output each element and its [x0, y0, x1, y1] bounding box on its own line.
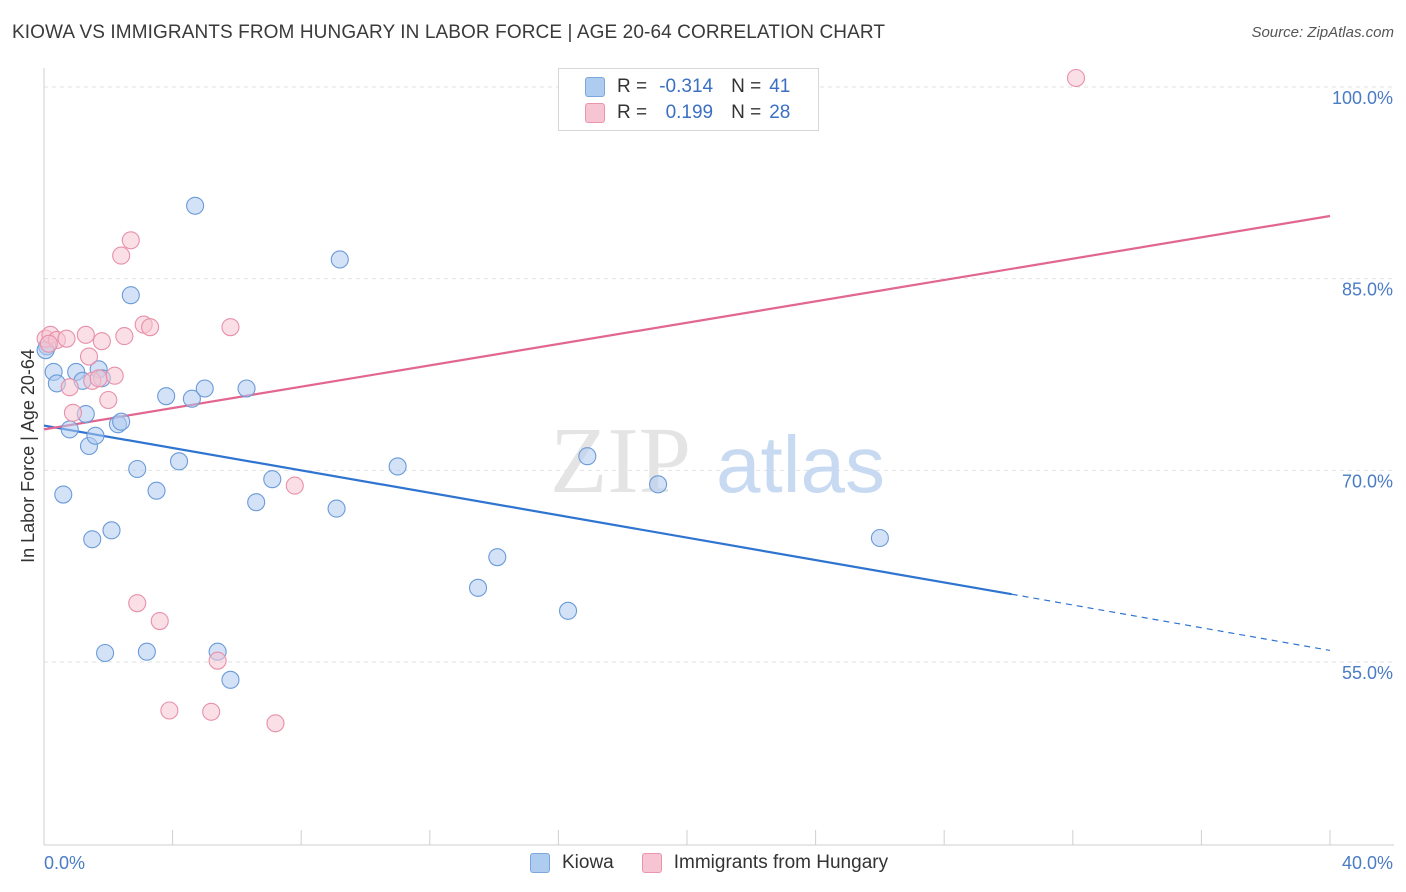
point-hungary [121, 231, 140, 250]
series-legend: Kiowa Immigrants from Hungary [530, 852, 916, 874]
legend-n-label: N = [731, 102, 762, 123]
trendline-extension-0 [1011, 593, 1331, 652]
point-hungary [208, 651, 227, 670]
x-tick-label-max: 40.0% [1342, 853, 1393, 873]
point-hungary [150, 612, 169, 631]
point-kiowa [558, 601, 578, 620]
point-hungary [76, 325, 95, 344]
y-tick-labels: 55.0% 70.0% 85.0% 100.0% [1332, 88, 1393, 683]
point-hungary [115, 327, 134, 346]
chart-title: KIOWA VS IMMIGRANTS FROM HUNGARY IN LABO… [12, 22, 886, 43]
point-hungary [221, 318, 240, 337]
x-ticks [172, 830, 1331, 845]
series-swatch-kiowa [530, 853, 550, 873]
point-kiowa [263, 470, 282, 489]
point-hungary [202, 702, 221, 721]
watermark: ZIP atlas [550, 409, 885, 513]
point-hungary [160, 701, 179, 720]
point-hungary [99, 390, 118, 410]
series-label-hungary: Immigrants from Hungary [673, 852, 889, 873]
legend-n-label: N = [731, 76, 762, 97]
point-kiowa [137, 642, 156, 661]
point-hungary [89, 369, 108, 388]
point-kiowa [388, 457, 407, 476]
y-tick-label: 100.0% [1332, 88, 1393, 108]
x-tick-label-min: 0.0% [44, 853, 85, 873]
point-kiowa [186, 196, 205, 215]
legend-row-kiowa: R = -0.314 N = 41 [585, 75, 790, 99]
point-kiowa [128, 459, 147, 479]
point-hungary [63, 403, 82, 422]
watermark-zip: ZIP [550, 409, 691, 513]
data-points [36, 68, 1086, 733]
point-kiowa [112, 412, 131, 431]
point-hungary [105, 366, 124, 385]
point-kiowa [157, 387, 176, 406]
point-hungary [112, 246, 131, 265]
legend-r-value: -0.314 [659, 76, 714, 97]
point-kiowa [54, 485, 73, 504]
point-kiowa [330, 250, 349, 269]
point-kiowa [60, 420, 79, 439]
point-kiowa [578, 447, 597, 466]
point-kiowa [83, 530, 102, 549]
y-tick-label: 70.0% [1342, 471, 1393, 491]
point-hungary [128, 594, 147, 613]
legend-n-value: 28 [769, 102, 791, 123]
series-label-kiowa: Kiowa [562, 852, 614, 873]
point-kiowa [96, 643, 115, 663]
gridlines [44, 86, 1394, 663]
legend-r-value: 0.199 [665, 102, 714, 123]
point-hungary [79, 347, 99, 366]
point-kiowa [468, 578, 488, 597]
stats-legend: R = -0.314 N = 41 R = 0.199 N = 28 [558, 68, 819, 131]
point-hungary [266, 714, 285, 733]
y-tick-label: 85.0% [1342, 280, 1393, 300]
point-kiowa [327, 499, 346, 518]
source-label: Source: ZipAtlas.com [1251, 24, 1394, 41]
point-hungary [141, 318, 160, 337]
point-kiowa [182, 389, 201, 408]
legend-n-value: 41 [769, 76, 791, 97]
axes [43, 68, 1394, 846]
legend-swatch-hungary [585, 103, 605, 123]
point-kiowa [169, 452, 189, 471]
watermark-atlas: atlas [716, 420, 885, 509]
trendline-0 [43, 424, 1012, 596]
point-hungary [39, 334, 58, 353]
trendlines [43, 214, 1331, 652]
point-kiowa [147, 481, 166, 500]
legend-swatch-kiowa [585, 77, 605, 97]
legend-r-label: R = [617, 76, 648, 97]
point-kiowa [247, 493, 266, 512]
point-hungary [1066, 68, 1086, 88]
series-swatch-hungary [641, 853, 662, 873]
point-hungary [57, 329, 76, 348]
trendline-1 [43, 214, 1331, 431]
legend-row-hungary: R = 0.199 N = 28 [585, 101, 790, 125]
series-legend-hungary[interactable]: Immigrants from Hungary [641, 852, 889, 874]
point-kiowa [649, 475, 668, 494]
point-kiowa [102, 521, 121, 540]
y-axis-label: In Labor Force | Age 20-64 [18, 349, 38, 563]
point-kiowa [195, 379, 214, 398]
point-kiowa [237, 379, 256, 398]
point-kiowa [870, 528, 889, 548]
point-kiowa [121, 286, 140, 305]
legend-r-label: R = [617, 102, 648, 123]
point-hungary [60, 378, 79, 397]
point-hungary [285, 476, 304, 495]
point-kiowa [488, 548, 507, 567]
point-kiowa [221, 670, 240, 689]
point-kiowa [86, 426, 105, 445]
y-tick-label: 55.0% [1342, 663, 1393, 683]
series-legend-kiowa[interactable]: Kiowa [530, 852, 614, 874]
point-hungary [92, 332, 111, 351]
